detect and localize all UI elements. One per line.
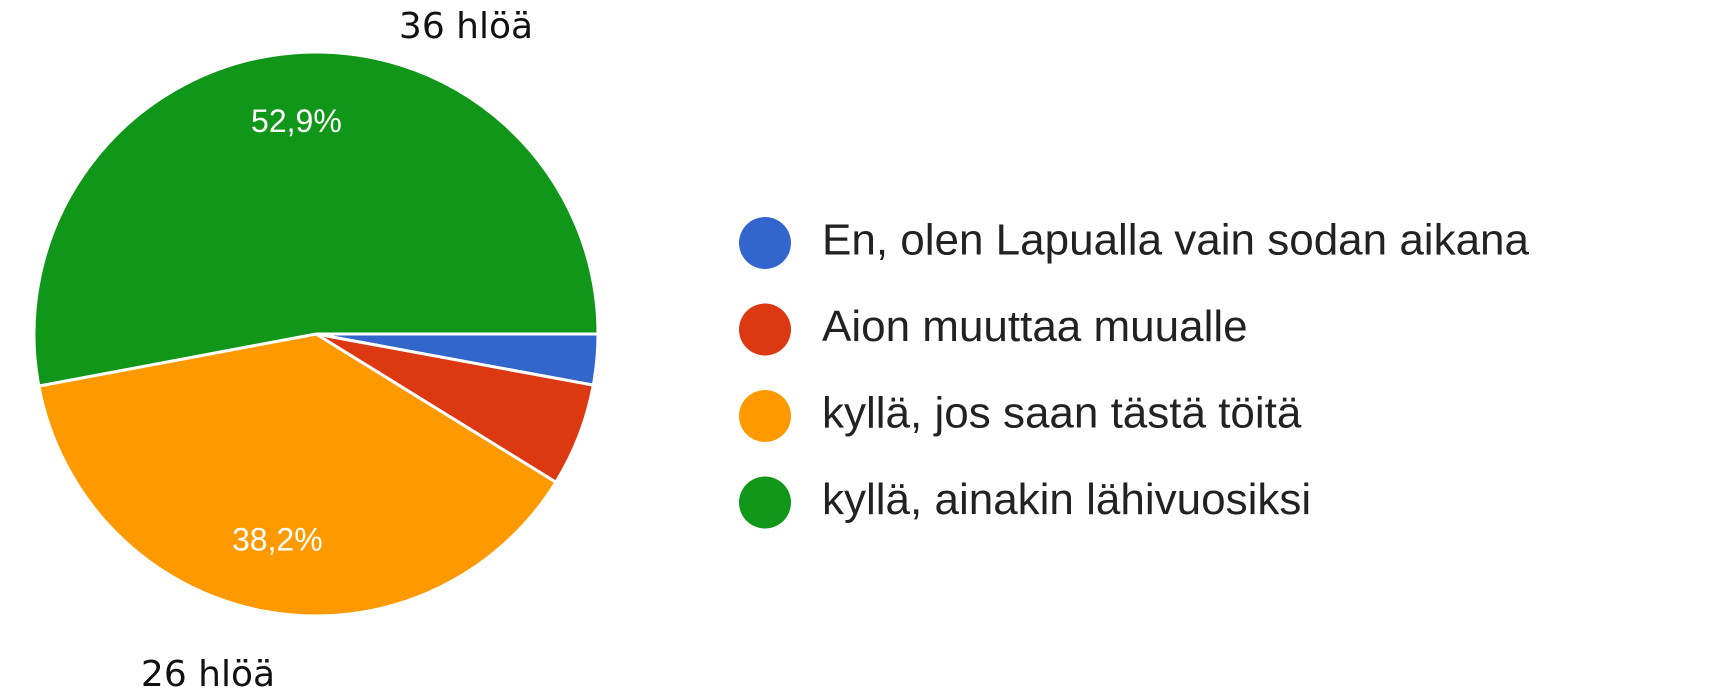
annotation: 36 hlöä: [399, 6, 533, 47]
legend-marker: [739, 390, 791, 442]
slice-label: 52,9%: [251, 103, 342, 139]
legend-marker: [739, 217, 791, 269]
legend-label: kyllä, jos saan tästä töitä: [822, 389, 1302, 438]
legend-marker: [739, 476, 791, 529]
pie-slice: [32, 50, 600, 388]
annotation: 26 hlöä: [141, 654, 275, 695]
legend-label: kyllä, ainakin lähivuosiksi: [822, 475, 1311, 524]
legend-label: En, olen Lapualla vain sodan aikana: [822, 216, 1530, 265]
legend-label: Aion muuttaa muualle: [822, 302, 1248, 351]
slice-label: 38,2%: [232, 521, 323, 557]
legend-marker: [739, 303, 791, 356]
pie-slice: [37, 332, 558, 618]
